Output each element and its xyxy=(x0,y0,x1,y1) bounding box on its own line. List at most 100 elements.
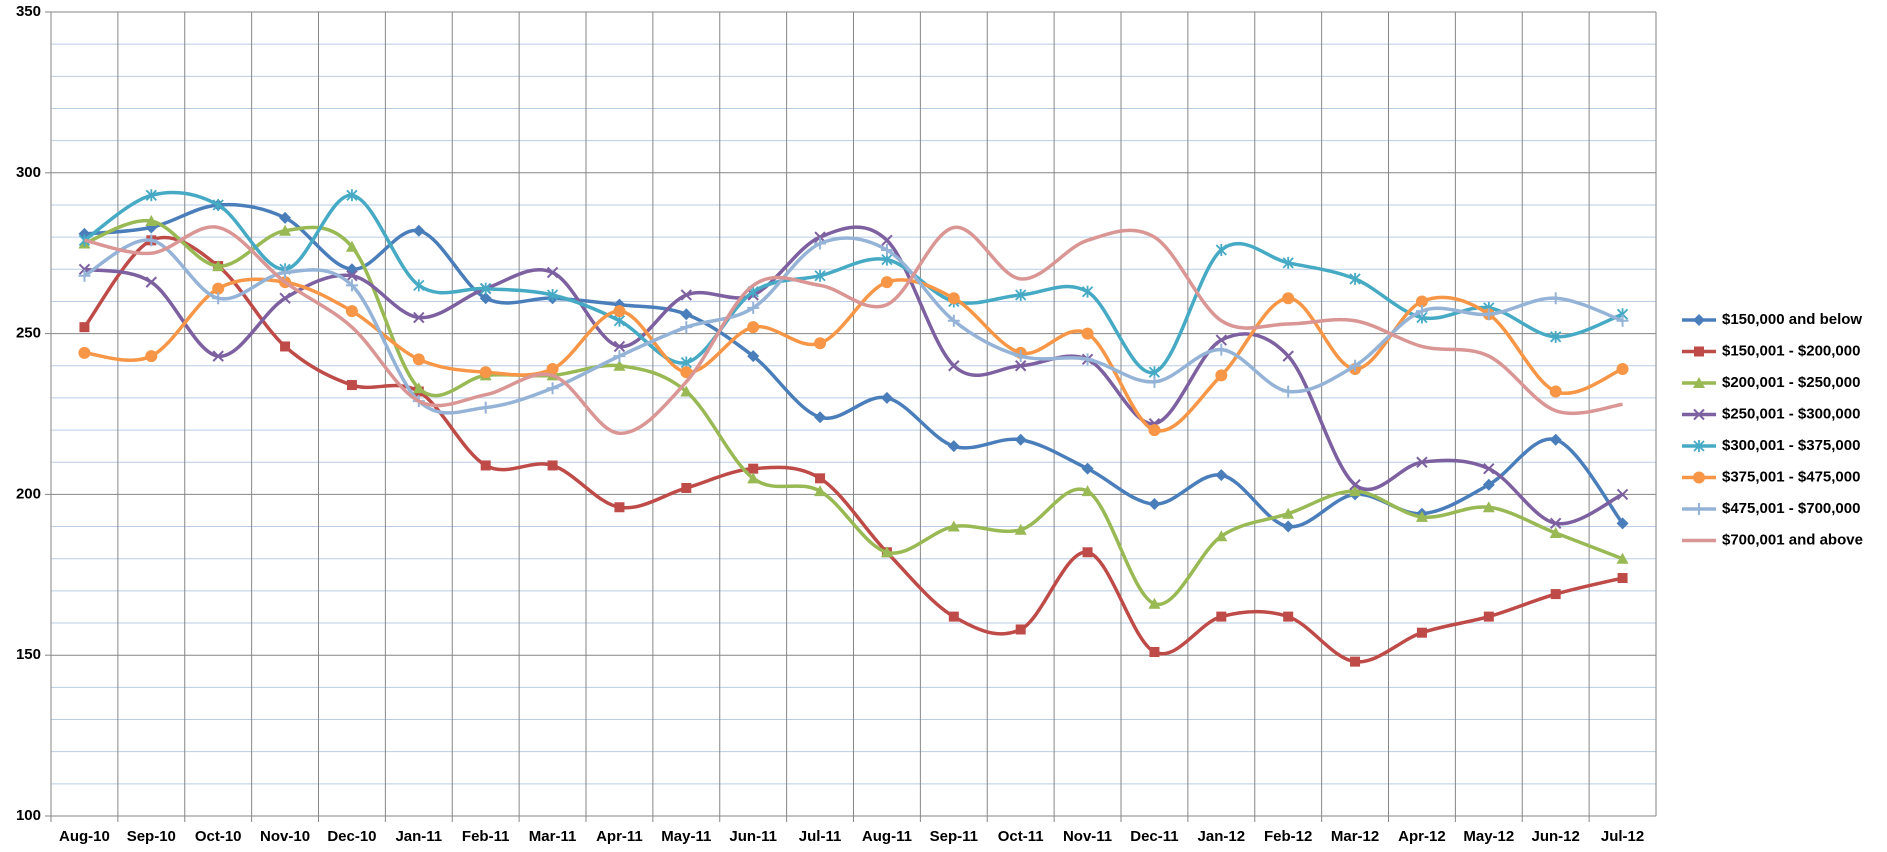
marker xyxy=(1215,343,1228,356)
marker xyxy=(1014,433,1027,446)
series xyxy=(78,225,1629,530)
marker xyxy=(1282,292,1295,305)
marker xyxy=(1215,530,1228,542)
marker xyxy=(1416,627,1427,638)
x-tick-label: Mar-11 xyxy=(529,828,577,845)
marker xyxy=(1148,498,1161,511)
marker xyxy=(613,350,626,363)
series xyxy=(78,215,1629,609)
marker xyxy=(680,289,693,301)
marker xyxy=(613,359,626,371)
marker xyxy=(78,269,91,282)
marker xyxy=(345,263,358,276)
marker xyxy=(880,243,893,256)
marker xyxy=(814,337,827,350)
marker xyxy=(1483,462,1495,475)
marker xyxy=(880,546,893,558)
marker xyxy=(1349,479,1361,491)
marker xyxy=(1616,314,1629,327)
x-tick-label: May-12 xyxy=(1463,828,1514,845)
marker xyxy=(1693,503,1705,515)
legend-label: $150,001 - $200,000 xyxy=(1722,342,1860,359)
x-tick-label: Jan-12 xyxy=(1198,828,1246,845)
x-tick-label: Oct-10 xyxy=(195,828,242,845)
marker xyxy=(546,362,559,375)
marker xyxy=(814,411,827,424)
marker xyxy=(479,366,492,379)
marker xyxy=(145,234,158,247)
x-tick-label: Dec-10 xyxy=(327,828,376,845)
marker xyxy=(881,234,893,247)
marker xyxy=(747,321,760,334)
marker xyxy=(1416,456,1428,468)
marker xyxy=(1282,350,1294,362)
marker xyxy=(546,289,559,302)
marker xyxy=(1215,469,1228,482)
marker xyxy=(613,305,626,318)
marker xyxy=(613,340,626,353)
marker xyxy=(279,224,292,236)
marker xyxy=(479,401,492,414)
marker xyxy=(1616,552,1629,564)
y-tick-label: 150 xyxy=(16,646,41,663)
marker xyxy=(1349,485,1362,497)
series-line xyxy=(84,225,1623,436)
marker xyxy=(1215,334,1228,346)
marker xyxy=(1483,611,1494,622)
x-tick-label: Jun-11 xyxy=(729,828,777,845)
series-line xyxy=(83,190,1624,375)
marker xyxy=(280,341,291,352)
marker xyxy=(479,292,492,305)
x-tick-label: Jun-12 xyxy=(1532,828,1580,845)
marker xyxy=(1081,485,1094,497)
marker xyxy=(1415,305,1428,318)
marker xyxy=(815,473,826,484)
marker xyxy=(948,360,960,372)
marker xyxy=(880,391,893,404)
marker xyxy=(412,353,425,366)
marker xyxy=(814,237,827,250)
y-tick-label: 100 xyxy=(16,807,41,824)
marker xyxy=(1550,589,1561,600)
marker xyxy=(1148,424,1161,437)
marker xyxy=(1282,520,1295,533)
y-tick-label: 200 xyxy=(16,485,41,502)
marker xyxy=(748,463,759,474)
marker xyxy=(279,266,292,279)
marker xyxy=(747,350,760,363)
marker xyxy=(1482,501,1495,513)
marker xyxy=(680,366,693,379)
x-tick-label: Feb-11 xyxy=(462,828,510,845)
marker xyxy=(279,292,291,304)
marker xyxy=(1616,488,1629,501)
marker xyxy=(1015,624,1026,635)
marker xyxy=(1082,547,1093,558)
marker xyxy=(948,611,959,622)
legend-label: $150,000 and below xyxy=(1722,311,1862,328)
marker xyxy=(1014,350,1027,363)
marker xyxy=(947,440,960,453)
marker xyxy=(1694,346,1704,357)
x-tick-label: Sep-10 xyxy=(127,828,176,845)
marker xyxy=(1148,597,1161,609)
marker xyxy=(413,311,425,324)
x-tick-label: Aug-11 xyxy=(862,828,912,845)
marker xyxy=(814,485,827,497)
marker xyxy=(279,211,292,224)
marker xyxy=(346,380,357,391)
marker xyxy=(814,269,826,282)
marker xyxy=(412,382,425,394)
marker xyxy=(1081,462,1094,475)
x-tick-label: Mar-12 xyxy=(1331,828,1379,845)
x-tick-label: Apr-11 xyxy=(596,828,643,845)
marker xyxy=(1693,314,1705,326)
marker xyxy=(747,301,760,314)
y-tick-label: 250 xyxy=(16,325,41,342)
y-tick-label: 300 xyxy=(16,164,41,181)
marker xyxy=(614,502,625,513)
marker xyxy=(412,224,425,237)
marker xyxy=(1693,408,1705,421)
marker xyxy=(346,270,358,282)
marker xyxy=(1283,611,1294,622)
